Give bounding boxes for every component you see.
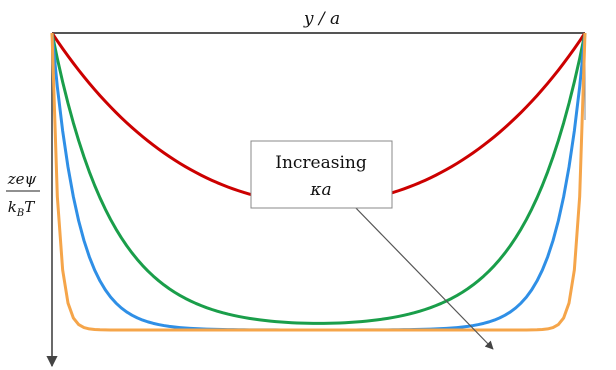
annotation-arrow [351, 203, 494, 350]
annotation-line2: κa [309, 180, 331, 200]
series-line-2 [50, 32, 587, 325]
y-label-denominator: kBT [8, 198, 35, 219]
x-axis-label: y / a [303, 9, 340, 29]
annotation-box [250, 140, 393, 209]
annotation: Increasing κa [250, 140, 494, 350]
series-line-4 [50, 32, 587, 332]
y-axis-label: zeψ kBT [6, 170, 40, 219]
annotation-line1: Increasing [275, 153, 367, 173]
y-label-numerator: zeψ [7, 170, 37, 188]
